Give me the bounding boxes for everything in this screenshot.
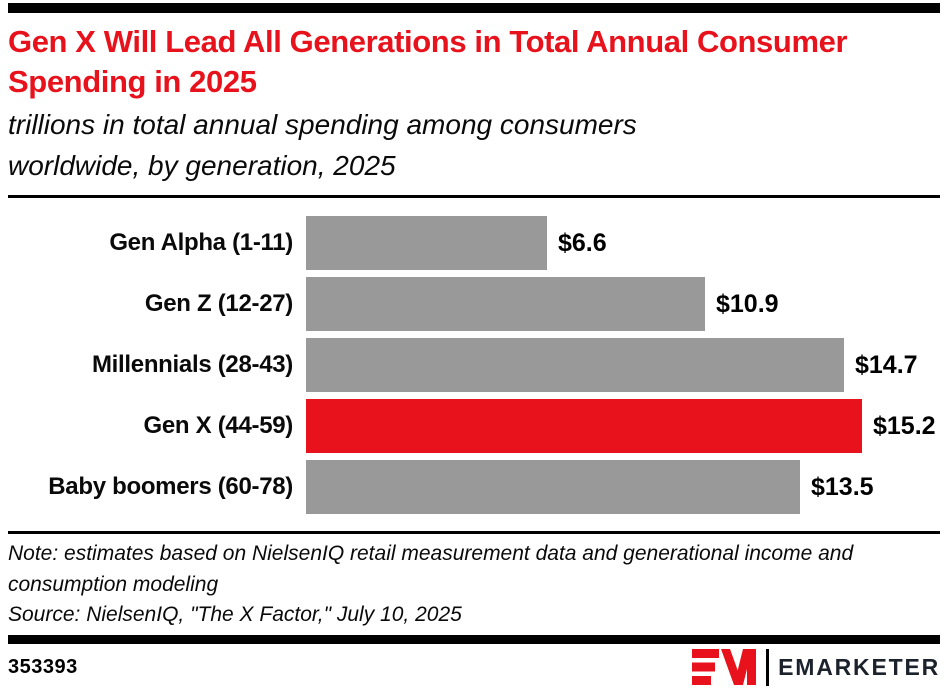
footer: 353393 EMARKETER [8, 644, 940, 686]
bar-row-gen-x: Gen X (44-59) $15.2 [8, 399, 940, 454]
chart-title: Gen X Will Lead All Generations in Total… [8, 24, 848, 100]
bar-baby-boomers [306, 460, 800, 515]
value-label-gen-x: $15.2 [873, 411, 936, 440]
category-label-gen-x: Gen X (44-59) [143, 412, 294, 440]
header-divider [8, 195, 940, 199]
chart-subtitle: trillions in total annual spending among… [8, 108, 637, 182]
value-label-baby-boomers: $13.5 [811, 472, 874, 501]
bar-row-baby-boomers: Baby boomers (60-78) $13.5 [8, 460, 940, 515]
bar-row-gen-z: Gen Z (12-27) $10.9 [8, 277, 940, 332]
logo-divider [766, 648, 770, 686]
bar-track: $10.9 [306, 277, 940, 332]
emarketer-monogram-icon [692, 649, 757, 686]
value-label-millennials: $14.7 [855, 350, 918, 379]
bar-millennials [306, 338, 844, 393]
top-accent-bar [8, 3, 940, 13]
bar-track: $6.6 [306, 216, 940, 271]
footnote-block: Note: estimates based on NielsenIQ retai… [8, 534, 940, 630]
bar-gen-z [306, 277, 705, 332]
bar-gen-alpha [306, 216, 547, 271]
category-label-baby-boomers: Baby boomers (60-78) [48, 473, 293, 501]
chart-footnote-divider [8, 531, 940, 535]
category-label-millennials: Millennials (28-43) [91, 351, 293, 379]
bar-track: $15.2 [306, 399, 940, 454]
category-label-gen-alpha: Gen Alpha (1-11) [109, 229, 293, 257]
emarketer-logo: EMARKETER [692, 648, 940, 686]
value-label-gen-z: $10.9 [716, 289, 779, 318]
bar-track: $14.7 [306, 338, 940, 393]
footer-accent-bar [8, 635, 940, 645]
bar-chart: Gen Alpha (1-11) $6.6 Gen Z (12-27) $10.… [8, 198, 940, 531]
value-label-gen-alpha: $6.6 [558, 228, 607, 257]
emarketer-wordmark: EMARKETER [778, 653, 940, 680]
note-text: Note: estimates based on NielsenIQ retai… [8, 542, 854, 596]
source-text: Source: NielsenIQ, "The X Factor," July … [8, 602, 462, 626]
bar-row-millennials: Millennials (28-43) $14.7 [8, 338, 940, 393]
bar-track: $13.5 [306, 460, 940, 515]
bar-row-gen-alpha: Gen Alpha (1-11) $6.6 [8, 216, 940, 271]
category-label-gen-z: Gen Z (12-27) [144, 290, 293, 318]
chart-id: 353393 [8, 655, 78, 678]
bar-gen-x-highlighted [306, 399, 862, 454]
